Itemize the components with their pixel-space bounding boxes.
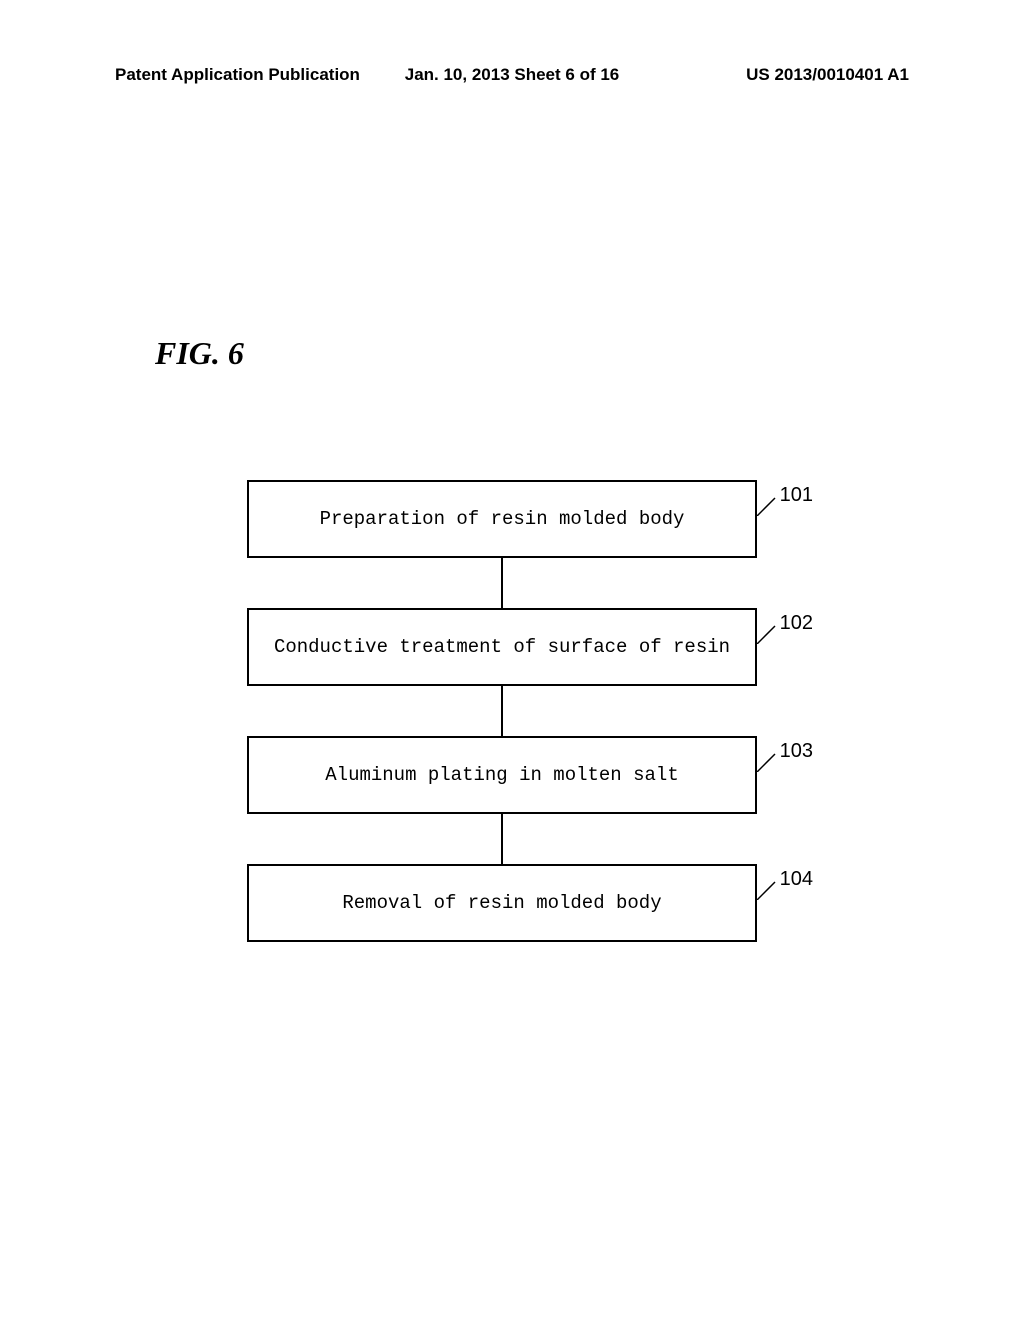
page-header: Patent Application Publication Jan. 10, … — [0, 65, 1024, 85]
header-center-text: Jan. 10, 2013 Sheet 6 of 16 — [405, 65, 620, 85]
flow-box-2: Conductive treatment of surface of resin… — [247, 608, 757, 686]
flow-connector-1 — [501, 558, 503, 608]
flow-box-1-text: Preparation of resin molded body — [320, 508, 685, 530]
flow-box-3-ref: 103 — [780, 740, 813, 763]
flowchart-container: Preparation of resin molded body 101 Con… — [247, 480, 757, 942]
flow-connector-2 — [501, 686, 503, 736]
flow-box-1: Preparation of resin molded body 101 — [247, 480, 757, 558]
flow-box-1-ref: 101 — [780, 484, 813, 507]
flow-box-2-ref: 102 — [780, 612, 813, 635]
flow-box-4: Removal of resin molded body 104 — [247, 864, 757, 942]
header-left-text: Patent Application Publication — [115, 65, 360, 85]
flow-box-3-text: Aluminum plating in molten salt — [325, 764, 678, 786]
flow-box-4-ref: 104 — [780, 868, 813, 891]
flow-box-4-text: Removal of resin molded body — [342, 892, 661, 914]
ref-line-icon — [757, 878, 779, 900]
ref-line-icon — [757, 750, 779, 772]
flow-box-3: Aluminum plating in molten salt 103 — [247, 736, 757, 814]
figure-label: FIG. 6 — [155, 335, 244, 372]
flow-box-2-text: Conductive treatment of surface of resin — [274, 636, 730, 658]
header-right-text: US 2013/0010401 A1 — [746, 65, 909, 85]
ref-line-icon — [757, 622, 779, 644]
flow-connector-3 — [501, 814, 503, 864]
ref-line-icon — [757, 494, 779, 516]
